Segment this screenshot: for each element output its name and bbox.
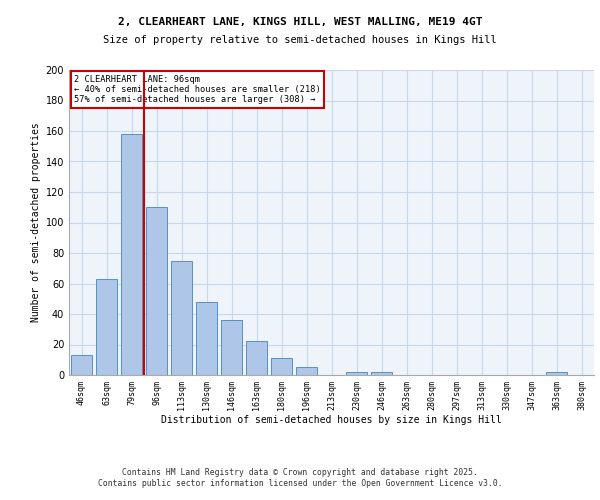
- Bar: [196, 302, 217, 375]
- Y-axis label: Number of semi-detached properties: Number of semi-detached properties: [31, 122, 41, 322]
- Bar: [71, 355, 92, 375]
- Text: 2 CLEARHEART LANE: 96sqm
← 40% of semi-detached houses are smaller (218)
57% of : 2 CLEARHEART LANE: 96sqm ← 40% of semi-d…: [74, 74, 321, 104]
- Bar: [246, 342, 267, 375]
- X-axis label: Distribution of semi-detached houses by size in Kings Hill: Distribution of semi-detached houses by …: [161, 416, 502, 426]
- Bar: [146, 207, 167, 375]
- Text: Contains HM Land Registry data © Crown copyright and database right 2025.
Contai: Contains HM Land Registry data © Crown c…: [98, 468, 502, 487]
- Bar: [371, 372, 392, 375]
- Bar: [171, 260, 192, 375]
- Bar: [546, 372, 567, 375]
- Bar: [271, 358, 292, 375]
- Text: Size of property relative to semi-detached houses in Kings Hill: Size of property relative to semi-detach…: [103, 35, 497, 45]
- Bar: [346, 372, 367, 375]
- Bar: [296, 368, 317, 375]
- Text: 2, CLEARHEART LANE, KINGS HILL, WEST MALLING, ME19 4GT: 2, CLEARHEART LANE, KINGS HILL, WEST MAL…: [118, 18, 482, 28]
- Bar: [221, 320, 242, 375]
- Bar: [96, 279, 117, 375]
- Bar: [121, 134, 142, 375]
